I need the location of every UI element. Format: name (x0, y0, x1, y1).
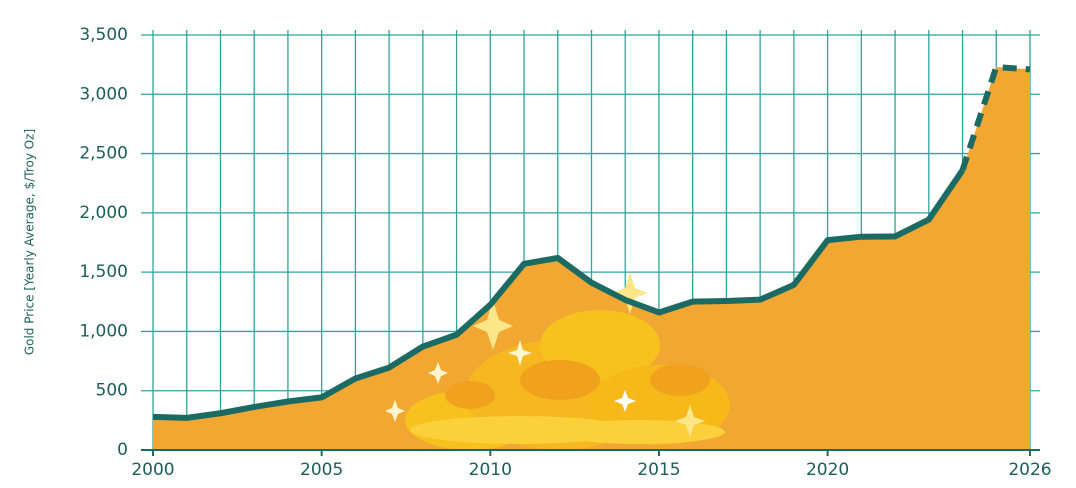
gold-pile (385, 272, 730, 450)
y-tick-label: 3,500 (79, 25, 128, 45)
y-axis-label: Gold Price [Yearly Average, $/Troy Oz] (23, 129, 37, 355)
y-tick-label: 500 (96, 381, 128, 401)
area-layer (153, 67, 1030, 450)
line (152, 168, 966, 421)
y-tick-label: 3,000 (79, 84, 128, 104)
y-tick-label: 1,000 (79, 321, 128, 341)
x-tick-label: 2000 (131, 460, 174, 480)
y-tick-label: 1,500 (79, 262, 128, 282)
x-tick-label: 2020 (806, 460, 849, 480)
x-tick-label: 2015 (637, 460, 680, 480)
x-tick-label: 2005 (300, 460, 343, 480)
labels: Gold Price [Yearly Average, $/Troy Oz] 0… (23, 25, 1052, 480)
line-layer (152, 64, 1031, 421)
y-tick-label: 0 (117, 440, 128, 460)
y-tick-label: 2,500 (79, 144, 128, 164)
area (153, 67, 1030, 450)
y-tick-label: 2,000 (79, 203, 128, 223)
x-tick-label: 2026 (1008, 460, 1051, 480)
line-projected (959, 64, 1031, 172)
x-tick-label: 2010 (469, 460, 512, 480)
